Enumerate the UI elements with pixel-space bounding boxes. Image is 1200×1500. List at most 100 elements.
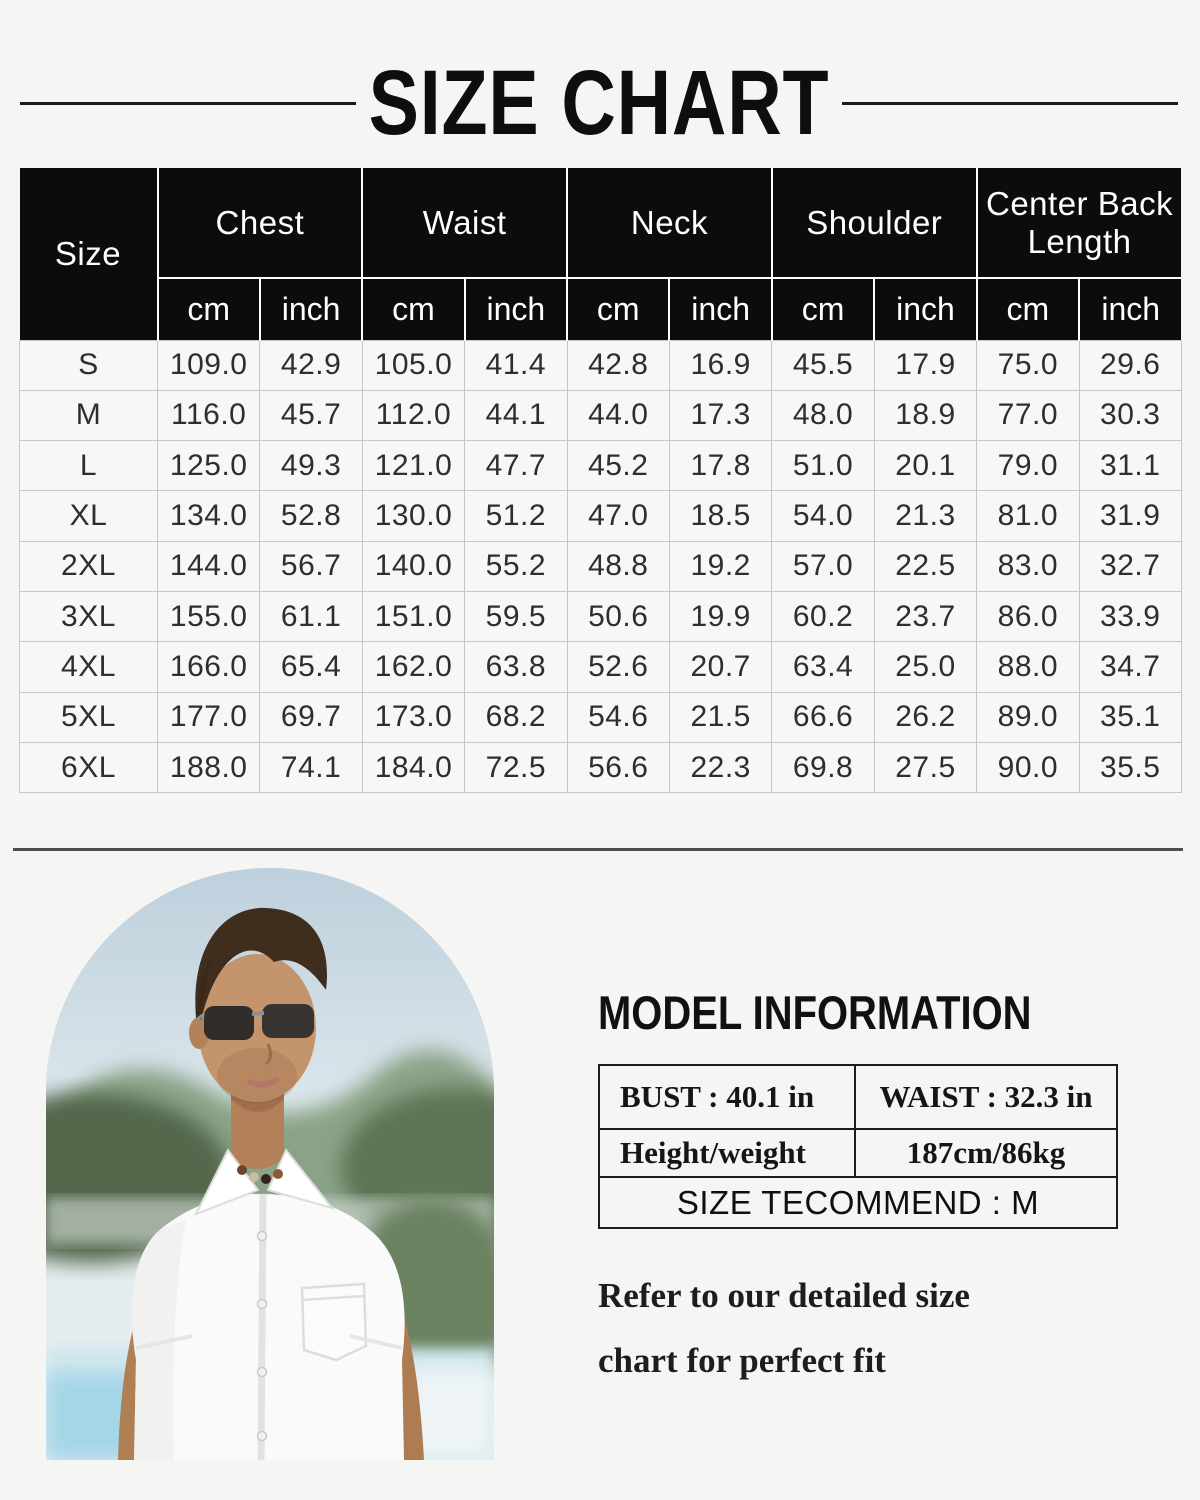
value-cell: 22.5	[873, 540, 978, 592]
value-cell: 34.7	[1078, 641, 1182, 693]
title-row: SIZE CHART	[0, 48, 1200, 158]
value-cell: 69.7	[259, 691, 363, 743]
value-cell: 188.0	[156, 741, 261, 794]
column-header-waist: Waist	[361, 168, 569, 278]
value-cell: 166.0	[156, 641, 261, 693]
value-cell: 54.6	[566, 691, 670, 743]
value-cell: 20.1	[873, 440, 978, 492]
value-cell: 41.4	[464, 339, 568, 391]
size-row-2xl: 2XL 144.0 56.7 140.0 55.2 48.8 19.2 57.0 22.5 83.…	[19, 540, 1182, 592]
value-cell: 134.0	[156, 490, 261, 542]
value-cell: 21.5	[668, 691, 773, 743]
value-cell: 63.4	[771, 641, 875, 693]
unit-header-cm: cm	[975, 277, 1081, 340]
value-cell: 47.7	[464, 440, 568, 492]
size-recommend-cell: SIZE TECOMMEND : M	[598, 1176, 1118, 1229]
size-table-body: S 109.0 42.9 105.0 41.4 42.8 16.9 45.5 17.9 75.0 2…	[19, 339, 1182, 794]
value-cell: 26.2	[873, 691, 978, 743]
value-cell: 19.9	[668, 590, 773, 643]
unit-header-inch: inch	[258, 277, 364, 340]
value-cell: 33.9	[1078, 590, 1182, 643]
size-label-cell: 4XL	[19, 641, 158, 693]
value-cell: 90.0	[976, 741, 1080, 794]
value-cell: 22.3	[668, 741, 773, 794]
value-cell: 88.0	[976, 641, 1080, 693]
value-cell: 45.5	[771, 339, 875, 391]
size-label-cell: L	[19, 440, 158, 492]
value-cell: 35.5	[1078, 741, 1182, 794]
value-cell: 79.0	[976, 440, 1080, 492]
column-header-center-back-length: Center Back Length	[975, 168, 1182, 278]
value-cell: 162.0	[361, 641, 466, 693]
size-chart-note: Refer to our detailed size chart for per…	[598, 1276, 970, 1381]
value-cell: 52.8	[259, 490, 363, 542]
value-cell: 57.0	[771, 540, 875, 592]
model-bust-cell: BUST : 40.1 in	[598, 1064, 856, 1130]
size-label-cell: M	[19, 389, 158, 442]
model-info-table: BUST : 40.1 in WAIST : 32.3 in Height/we…	[598, 1064, 1118, 1229]
value-cell: 116.0	[156, 389, 261, 442]
value-cell: 47.0	[566, 490, 670, 542]
value-cell: 151.0	[361, 590, 466, 643]
value-cell: 72.5	[464, 741, 568, 794]
size-table: Size Chest Waist Neck Shoulder Center Ba…	[19, 168, 1182, 794]
value-cell: 59.5	[464, 590, 568, 643]
value-cell: 27.5	[873, 741, 978, 794]
value-cell: 35.1	[1078, 691, 1182, 743]
value-cell: 155.0	[156, 590, 261, 643]
value-cell: 48.8	[566, 540, 670, 592]
value-cell: 173.0	[361, 691, 466, 743]
header-units-row: cm inch cm inch cm inch cm inch cm inch	[20, 277, 1182, 340]
unit-header-inch: inch	[873, 277, 978, 340]
value-cell: 66.6	[771, 691, 875, 743]
value-cell: 55.2	[464, 540, 568, 592]
value-cell: 75.0	[976, 339, 1080, 391]
value-cell: 51.2	[464, 490, 568, 542]
value-cell: 140.0	[361, 540, 466, 592]
page-title: SIZE CHART	[368, 51, 830, 154]
value-cell: 52.6	[566, 641, 670, 693]
height-weight-value-cell: 187cm/86kg	[854, 1128, 1118, 1178]
value-cell: 51.0	[771, 440, 875, 492]
value-cell: 89.0	[976, 691, 1080, 743]
value-cell: 69.8	[771, 741, 875, 794]
model-photo	[46, 868, 494, 1460]
value-cell: 68.2	[464, 691, 568, 743]
model-info-row-height-weight: Height/weight 187cm/86kg	[598, 1128, 1118, 1178]
value-cell: 31.9	[1078, 490, 1182, 542]
value-cell: 45.2	[566, 440, 670, 492]
header-group-row: Size Chest Waist Neck Shoulder Center Ba…	[19, 168, 1182, 340]
value-cell: 65.4	[259, 641, 363, 693]
unit-header-inch: inch	[668, 277, 773, 340]
value-cell: 44.1	[464, 389, 568, 442]
value-cell: 17.8	[668, 440, 773, 492]
model-information-heading: MODEL INFORMATION	[598, 986, 1032, 1039]
size-row-xl: XL 134.0 52.8 130.0 51.2 47.0 18.5 54.0 21.3 81.0…	[19, 490, 1182, 542]
value-cell: 81.0	[976, 490, 1080, 542]
value-cell: 105.0	[361, 339, 466, 391]
column-header-neck: Neck	[566, 168, 773, 278]
value-cell: 61.1	[259, 590, 363, 643]
model-info-row-size-recommend: SIZE TECOMMEND : M	[598, 1176, 1118, 1229]
value-cell: 144.0	[156, 540, 261, 592]
value-cell: 20.7	[668, 641, 773, 693]
value-cell: 177.0	[156, 691, 261, 743]
size-row-l: L 125.0 49.3 121.0 47.7 45.2 17.8 51.0 20.1 79.0 3…	[19, 440, 1182, 492]
size-label-cell: 2XL	[19, 540, 158, 592]
column-header-shoulder: Shoulder	[770, 168, 978, 278]
value-cell: 184.0	[361, 741, 466, 794]
value-cell: 30.3	[1078, 389, 1182, 442]
value-cell: 18.9	[873, 389, 978, 442]
size-label-cell: XL	[19, 490, 158, 542]
model-information-section: MODEL INFORMATION BUST : 40.1 in WAIST :…	[598, 985, 1118, 1394]
unit-header-cm: cm	[566, 277, 671, 340]
column-header-size: Size	[19, 168, 159, 340]
value-cell: 31.1	[1078, 440, 1182, 492]
size-row-5xl: 5XL 177.0 69.7 173.0 68.2 54.6 21.5 66.6 26.2 89.…	[19, 691, 1182, 743]
value-cell: 45.7	[259, 389, 363, 442]
size-label-cell: 5XL	[19, 691, 158, 743]
value-cell: 112.0	[361, 389, 466, 442]
size-row-s: S 109.0 42.9 105.0 41.4 42.8 16.9 45.5 17.9 75.0 2…	[19, 339, 1182, 391]
value-cell: 17.9	[873, 339, 978, 391]
size-label-cell: 3XL	[19, 590, 158, 643]
